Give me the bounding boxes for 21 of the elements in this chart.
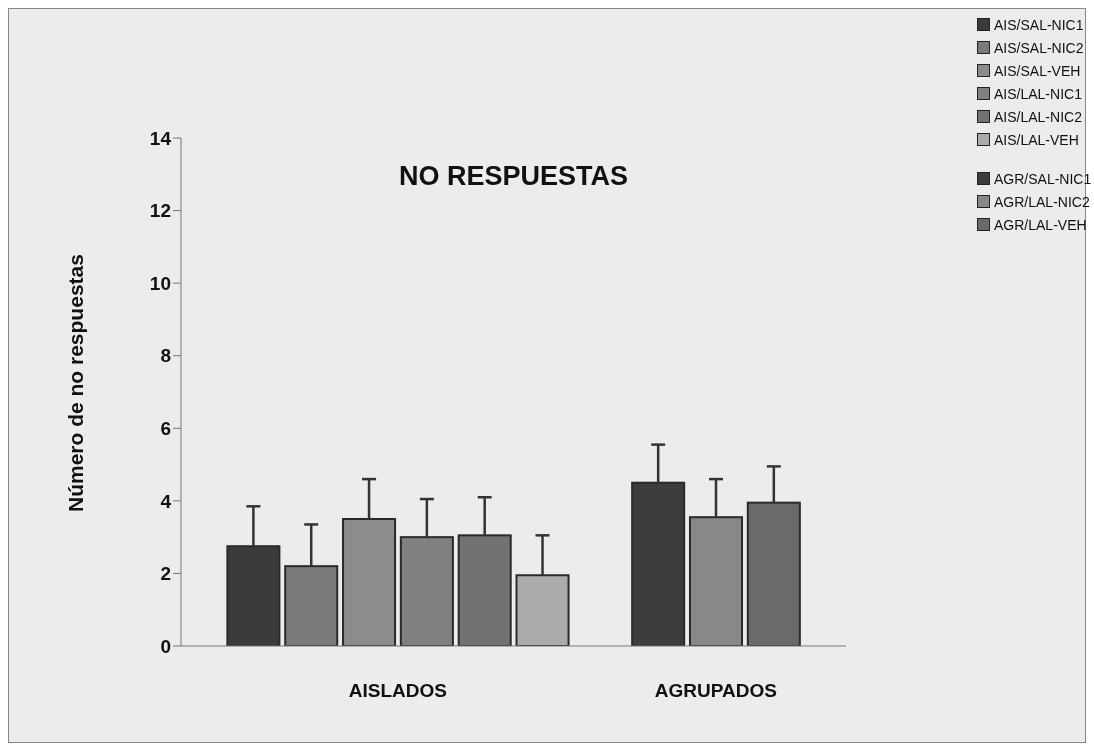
y-tick-label: 14 <box>149 127 172 149</box>
legend-label: AIS/LAL-NIC1 <box>994 85 1082 102</box>
legend-label: AIS/LAL-VEH <box>994 131 1079 148</box>
y-tick-label: 12 <box>149 200 171 222</box>
y-tick-label: 0 <box>160 635 171 657</box>
y-tick-label: 6 <box>160 418 171 440</box>
y-tick-label: 8 <box>160 345 171 367</box>
legend-label: AGR/LAL-VEH <box>994 216 1087 233</box>
legend-label: AIS/SAL-NIC1 <box>994 16 1084 33</box>
y-tick-label: 4 <box>160 490 172 512</box>
x-tick-label: AGRUPADOS <box>654 680 777 702</box>
y-axis-title: Número de no respuestas <box>64 254 88 512</box>
legend-label: AGR/SAL-NIC1 <box>994 170 1092 187</box>
legend-label: AIS/SAL-NIC2 <box>994 39 1084 56</box>
x-tick-label: AISLADOS <box>348 680 447 702</box>
legend-label: AIS/LAL-NIC2 <box>994 108 1082 125</box>
y-tick-label: 2 <box>160 563 171 585</box>
legend-label: AIS/SAL-VEH <box>994 62 1081 79</box>
legend-label: AGR/LAL-NIC2 <box>994 193 1090 210</box>
text: NO RESPUESTAS <box>397 161 629 192</box>
y-tick-label: 10 <box>149 272 171 294</box>
